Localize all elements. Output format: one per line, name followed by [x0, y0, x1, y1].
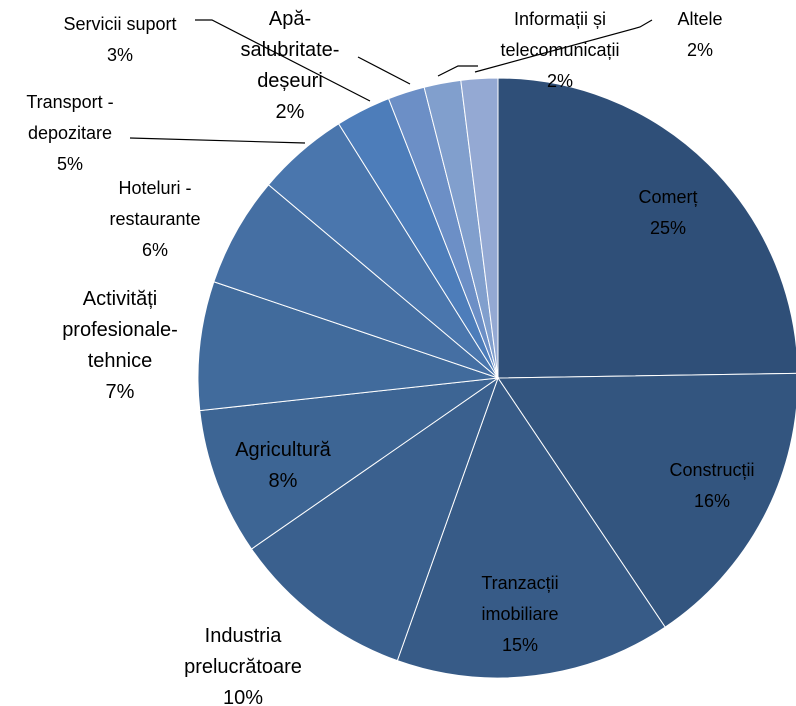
category-label: Servicii suport — [63, 14, 177, 34]
data-label: Altele 2% — [660, 4, 740, 66]
pie-slice — [396, 376, 666, 679]
pie-slice — [197, 281, 499, 412]
category-label: Apă-salubritate-deșeuri — [240, 8, 340, 92]
value-label: 2% — [686, 40, 713, 60]
category-label: Transport - depozitare — [26, 92, 114, 143]
value-label: 2% — [275, 101, 305, 123]
leader-line — [195, 19, 371, 102]
data-label: Construcții 16% — [642, 455, 782, 517]
value-label: 8% — [268, 470, 298, 492]
value-label: 10% — [222, 687, 264, 706]
pie-slice — [250, 376, 499, 662]
value-label: 25% — [649, 218, 687, 238]
data-label: Tranzacții imobiliare 15% — [450, 568, 590, 661]
category-label: Comerț — [638, 187, 698, 207]
value-label: 2% — [546, 71, 573, 91]
leader-line — [437, 65, 478, 77]
category-label: Tranzacții imobiliare — [481, 573, 559, 624]
data-label: Apă-salubritate-deșeuri 2% — [225, 4, 355, 128]
data-label: Activități profesionale-tehnice 7% — [45, 284, 195, 408]
data-label: Informații și telecomunicații 2% — [465, 4, 655, 97]
category-label: Activități profesionale-tehnice — [62, 288, 178, 372]
pie-slice — [497, 372, 796, 628]
value-label: 5% — [56, 154, 83, 174]
data-label: Servicii suport 3% — [35, 9, 205, 71]
data-label: Industria prelucrătoare 10% — [158, 621, 328, 706]
category-label: Industria prelucrătoare — [184, 625, 302, 678]
leader-line — [474, 19, 653, 73]
value-label: 16% — [693, 491, 731, 511]
data-label: Agricultură 8% — [213, 435, 353, 497]
data-label: Comerț 25% — [608, 182, 728, 244]
leader-line — [129, 137, 306, 144]
category-label: Altele — [677, 9, 723, 29]
category-label: Hoteluri - restaurante — [109, 178, 201, 229]
pie-slice — [497, 77, 796, 379]
pie-slice — [199, 377, 499, 550]
data-label: Hoteluri - restaurante 6% — [80, 173, 230, 266]
category-label: Agricultură — [235, 439, 331, 461]
value-label: 6% — [141, 240, 168, 260]
value-label: 7% — [105, 381, 135, 403]
leader-line — [357, 56, 411, 85]
value-label: 15% — [501, 635, 539, 655]
category-label: Construcții — [669, 460, 755, 480]
data-label: Transport - depozitare 5% — [0, 87, 140, 180]
value-label: 3% — [106, 45, 133, 65]
pie-slice — [460, 77, 499, 379]
category-label: Informații și telecomunicații — [500, 9, 620, 60]
